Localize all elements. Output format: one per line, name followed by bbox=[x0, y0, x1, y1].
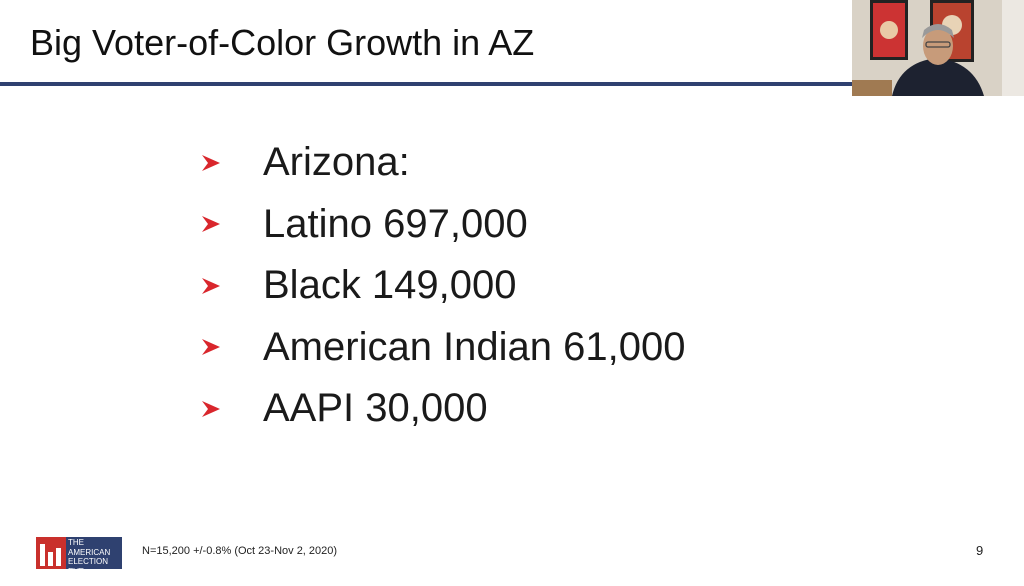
page-number: 9 bbox=[976, 543, 984, 558]
title-rule bbox=[0, 82, 852, 86]
bullet-arrow bbox=[202, 400, 220, 417]
logo-text: THE AMERICAN ELECTION EVE POLL bbox=[66, 537, 122, 585]
bullet-text: Latino 697,000 bbox=[263, 201, 528, 246]
bullet: Black 149,000 bbox=[200, 255, 686, 317]
bullet-arrow bbox=[202, 277, 220, 294]
bullet-text: Black 149,000 bbox=[263, 263, 517, 308]
slide-title: Big Voter-of-Color Growth in AZ bbox=[30, 22, 535, 63]
footnote: N=15,200 +/-0.8% (Oct 23-Nov 2, 2020) bbox=[142, 545, 338, 557]
bullet-arrow bbox=[202, 216, 220, 233]
logo-line: THE AMERICAN bbox=[68, 538, 111, 557]
webcam-feed bbox=[852, 0, 1024, 96]
bullet: AAPI 30,000 bbox=[200, 378, 686, 440]
logo-line: ELECTION EVE bbox=[68, 557, 109, 576]
bullet: American Indian 61,000 bbox=[200, 317, 686, 379]
bullet-text: AAPI 30,000 bbox=[263, 386, 488, 431]
bullet: Arizona: bbox=[200, 132, 686, 194]
logo-line: POLL bbox=[68, 576, 89, 585]
logo: THE AMERICAN ELECTION EVE POLL bbox=[36, 537, 122, 585]
bullet: Latino 697,000 bbox=[200, 194, 686, 256]
bullet-arrow bbox=[202, 339, 220, 356]
bullet-arrow bbox=[202, 154, 220, 171]
bullet-list: Arizona: Latino 697,000 Black 149,000 Ameri… bbox=[200, 132, 686, 440]
bullet-text: American Indian 61,000 bbox=[263, 324, 686, 369]
bullet-text: Arizona: bbox=[263, 140, 410, 185]
logo-mark bbox=[36, 537, 66, 569]
